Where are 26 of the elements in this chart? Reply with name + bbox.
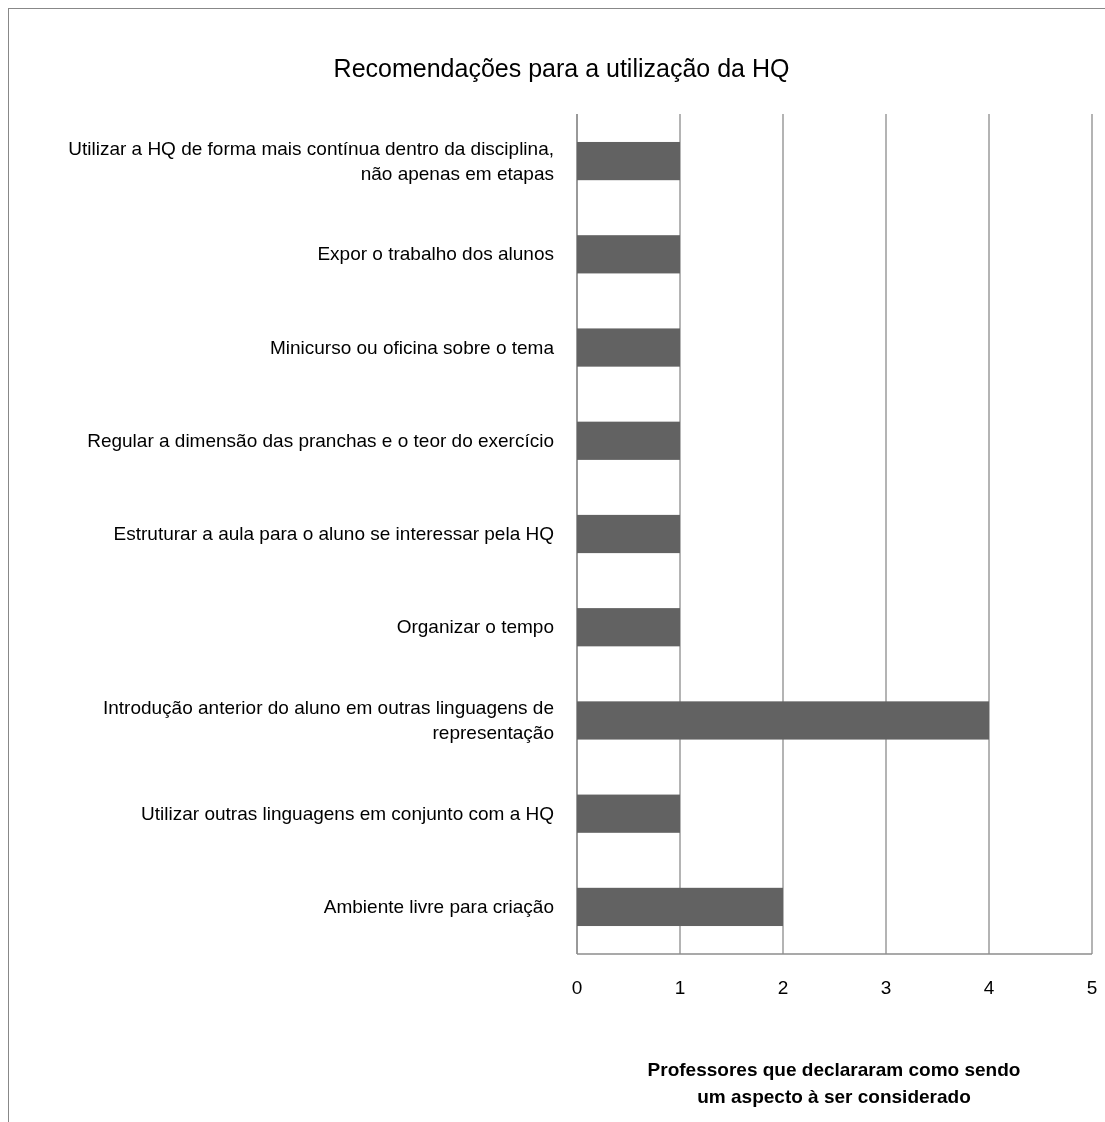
y-tick-label: Ambiente livre para criação [323,895,554,917]
bar [577,141,680,181]
bar [577,514,680,554]
bar [577,701,989,740]
bar [577,608,680,647]
x-tick-label: 0 [571,977,583,998]
x-tick-label: 4 [983,977,995,998]
y-tick-label: Organizar o tempo [396,616,554,638]
y-tick-label: Estruturar a aula para o aluno se interessar pela HQ [113,523,554,544]
x-tick-label: 2 [777,977,789,998]
x-axis-title: Professores que declararam como sendo um aspecto à ser considerado [647,1059,1021,1107]
y-tick-label: Regular a dimensão das pranchas e o teor do exercício [87,429,554,451]
bar [577,328,680,367]
bar [577,794,680,833]
bar [577,887,783,927]
chart-title: Recomendações para a utilização da HQ [333,54,790,82]
bar [577,421,680,460]
bar [577,235,680,274]
y-tick-label: Utilizar outras linguagens em conjunto com a HQ [141,802,554,824]
y-tick-label: Utilizar a HQ de forma mais contínua dentro da disciplina, não apenas em etapas [68,137,554,184]
x-tick-label: 3 [880,977,892,998]
y-tick-label: Minicurso ou oficina sobre o tema [269,336,555,358]
y-tick-label: Expor o trabalho dos alunos [317,243,554,265]
y-tick-label: Introdução anterior do aluno em outras linguagens de representação [102,696,554,743]
x-tick-label: 1 [674,977,686,998]
x-tick-label: 5 [1086,977,1098,998]
